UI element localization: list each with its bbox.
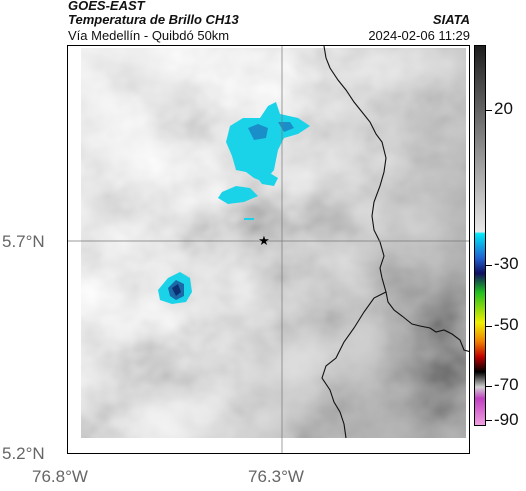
product-title: Temperatura de Brillo CH13: [68, 12, 239, 27]
source-label: SIATA: [432, 12, 470, 27]
cold-cloud-middle: [218, 186, 258, 204]
no-data-right: [466, 46, 469, 453]
colorbar-label-minus-50: -50: [494, 315, 519, 334]
cold-cloud-south-center: [172, 284, 181, 296]
department-border: [323, 46, 469, 353]
river-border: [321, 291, 387, 439]
colorbar-tick-20: [486, 110, 492, 111]
cold-cloud-speck: [244, 218, 254, 220]
satellite-name: GOES-EAST: [68, 0, 145, 13]
colorbar-gradient: [475, 46, 485, 425]
no-data-bottom: [68, 438, 469, 453]
location-marker[interactable]: ★: [258, 234, 270, 249]
datetime-label: 2024-02-06 11:29: [368, 28, 470, 43]
colorbar-tick-minus-30: [486, 265, 492, 266]
y-tick-5-7: 5.7°N: [2, 232, 45, 251]
colorbar: [474, 45, 486, 426]
colorbar-label-minus-90: -90: [494, 410, 519, 429]
y-tick-5-2: 5.2°N: [2, 444, 45, 463]
region-subtitle: Vía Medellín - Quibdó 50km: [68, 28, 230, 43]
colorbar-label-minus-30: -30: [494, 254, 519, 273]
no-data-left: [68, 46, 81, 453]
colorbar-tick-minus-50: [486, 326, 492, 327]
colorbar-tick-minus-70: [486, 386, 492, 387]
map-canvas: ★: [68, 46, 469, 453]
x-tick-76-3: 76.3°W: [248, 467, 304, 486]
satellite-map[interactable]: ★: [67, 45, 470, 454]
cold-cloud-north-core: [248, 124, 268, 140]
cold-cloud-north-lobe: [256, 172, 278, 186]
x-tick-76-8: 76.8°W: [32, 467, 88, 486]
colorbar-tick-minus-90: [486, 420, 492, 421]
colorbar-label-20: 20: [494, 99, 513, 118]
colorbar-label-minus-70: -70: [494, 375, 519, 394]
